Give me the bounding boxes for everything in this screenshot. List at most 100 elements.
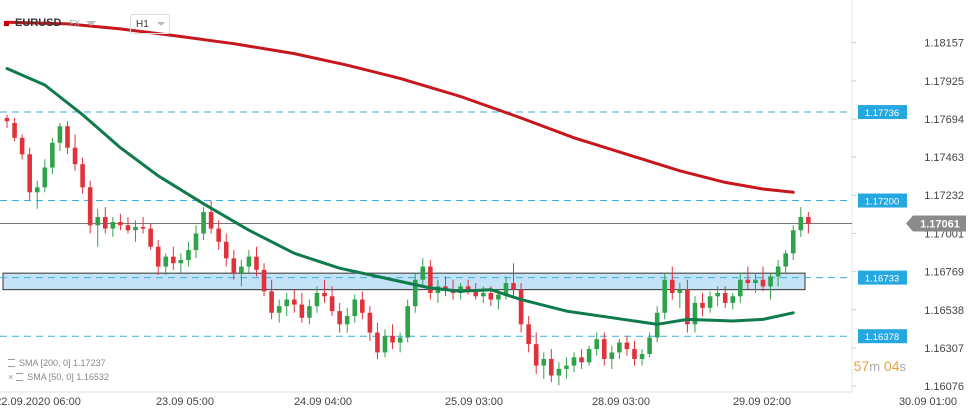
- candle[interactable]: [632, 349, 637, 359]
- candle[interactable]: [254, 256, 259, 270]
- candle[interactable]: [239, 266, 244, 274]
- candle[interactable]: [329, 296, 335, 312]
- candle[interactable]: [148, 228, 153, 247]
- candle[interactable]: [95, 217, 101, 226]
- candle[interactable]: [639, 354, 645, 359]
- candle[interactable]: [526, 324, 531, 345]
- candle[interactable]: [760, 279, 766, 287]
- candle[interactable]: [753, 279, 758, 284]
- candle[interactable]: [617, 342, 622, 353]
- candle[interactable]: [390, 335, 395, 343]
- sma200-line[interactable]: [5, 20, 795, 194]
- candle[interactable]: [707, 296, 713, 308]
- candle[interactable]: [269, 291, 274, 313]
- candle[interactable]: [344, 316, 350, 325]
- candle[interactable]: [50, 142, 55, 168]
- timeframe-selector[interactable]: H1: [130, 14, 170, 34]
- candle[interactable]: [186, 250, 191, 260]
- candle[interactable]: [594, 339, 599, 350]
- candle[interactable]: [518, 289, 524, 325]
- candle[interactable]: [110, 221, 116, 229]
- sma50-line[interactable]: [5, 67, 795, 326]
- candle[interactable]: [367, 312, 373, 333]
- candle[interactable]: [609, 352, 615, 359]
- candle[interactable]: [541, 358, 547, 366]
- candle[interactable]: [284, 299, 290, 307]
- candle[interactable]: [579, 357, 584, 363]
- candle[interactable]: [223, 241, 229, 259]
- candle[interactable]: [34, 187, 40, 193]
- candle[interactable]: [4, 117, 10, 122]
- close-icon[interactable]: ×: [8, 372, 14, 382]
- candle[interactable]: [775, 266, 781, 277]
- candle[interactable]: [178, 259, 184, 264]
- candle[interactable]: [261, 269, 267, 292]
- candle[interactable]: [216, 228, 221, 242]
- candle[interactable]: [19, 137, 25, 155]
- candle[interactable]: [208, 212, 214, 229]
- candle[interactable]: [102, 217, 108, 229]
- candle[interactable]: [246, 256, 252, 267]
- candle[interactable]: [307, 306, 312, 318]
- candle[interactable]: [87, 187, 93, 226]
- candle[interactable]: [291, 299, 297, 305]
- candle[interactable]: [790, 230, 796, 254]
- candle[interactable]: [488, 292, 494, 300]
- candle[interactable]: [677, 289, 683, 293]
- candle[interactable]: [405, 306, 410, 338]
- candle[interactable]: [412, 279, 418, 307]
- candle[interactable]: [171, 256, 176, 264]
- candle[interactable]: [511, 283, 516, 290]
- candle[interactable]: [382, 335, 388, 353]
- candle[interactable]: [352, 299, 358, 317]
- candle[interactable]: [27, 154, 32, 193]
- candle[interactable]: [768, 276, 773, 287]
- candle[interactable]: [337, 311, 342, 325]
- candle[interactable]: [57, 126, 63, 143]
- candle[interactable]: [360, 299, 365, 313]
- candle[interactable]: [193, 233, 199, 251]
- candle[interactable]: [730, 296, 736, 303]
- candle[interactable]: [12, 122, 17, 138]
- candle[interactable]: [533, 344, 539, 366]
- candle[interactable]: [163, 256, 169, 267]
- candle[interactable]: [549, 358, 554, 376]
- candle[interactable]: [685, 289, 690, 325]
- candle[interactable]: [496, 294, 501, 300]
- candle[interactable]: [473, 289, 479, 297]
- candle[interactable]: [722, 292, 728, 303]
- candle[interactable]: [125, 225, 131, 231]
- candle[interactable]: [601, 339, 607, 359]
- candle[interactable]: [140, 226, 146, 229]
- legend-item-sma50[interactable]: × SMA [50, 0] 1.16532: [8, 372, 109, 382]
- candle[interactable]: [375, 332, 380, 353]
- candle[interactable]: [65, 126, 70, 148]
- candle[interactable]: [806, 217, 811, 224]
- candle[interactable]: [738, 279, 743, 297]
- candle[interactable]: [118, 221, 123, 226]
- candle[interactable]: [133, 226, 138, 231]
- candle[interactable]: [80, 164, 85, 188]
- candle[interactable]: [428, 266, 433, 293]
- candle[interactable]: [72, 147, 78, 165]
- candle[interactable]: [276, 306, 282, 313]
- candle[interactable]: [798, 217, 804, 231]
- candle[interactable]: [647, 337, 652, 355]
- candle[interactable]: [314, 292, 320, 307]
- candle[interactable]: [201, 212, 206, 234]
- candle[interactable]: [443, 286, 448, 290]
- candle[interactable]: [480, 292, 486, 297]
- candle[interactable]: [458, 286, 463, 293]
- candle[interactable]: [155, 246, 161, 267]
- candle[interactable]: [700, 302, 705, 308]
- candle[interactable]: [556, 368, 562, 376]
- candle[interactable]: [624, 342, 630, 350]
- candle[interactable]: [571, 357, 577, 366]
- candle[interactable]: [783, 253, 788, 267]
- candle[interactable]: [669, 279, 675, 293]
- candle[interactable]: [299, 304, 305, 318]
- candle[interactable]: [420, 266, 426, 280]
- symbol-selector[interactable]: EURUSD FX: [4, 14, 96, 32]
- candle[interactable]: [397, 337, 403, 343]
